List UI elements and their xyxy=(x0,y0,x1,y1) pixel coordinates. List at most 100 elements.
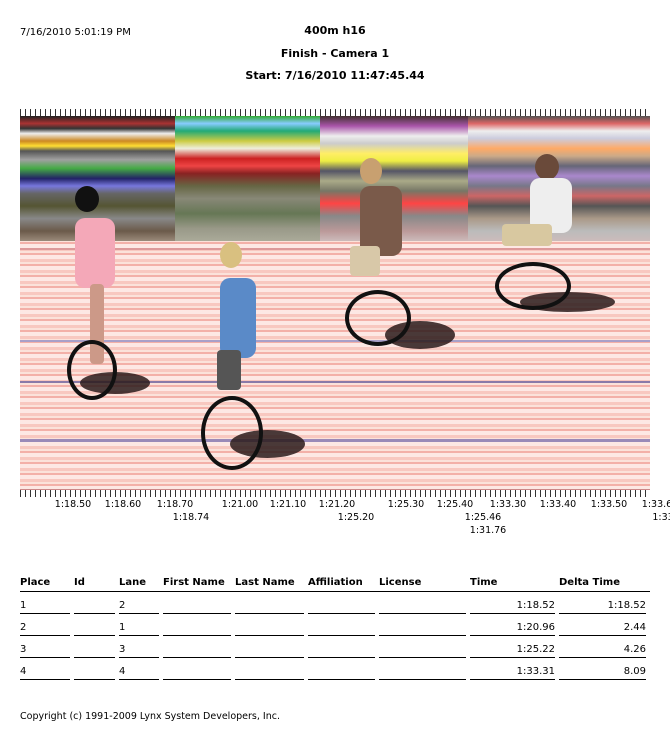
ruler-tick-label: 1:33 xyxy=(652,512,670,523)
cell-id xyxy=(74,614,119,636)
cell-license xyxy=(379,636,470,658)
cell-value xyxy=(163,644,231,658)
cell-value xyxy=(379,644,466,658)
table-row: 2 1 1:20.96 2.44 xyxy=(20,614,650,636)
cell-time: 1:20.96 xyxy=(470,614,559,636)
cell-value: 1:25.22 xyxy=(470,644,555,658)
ruler-tick-label: 1:18.70 xyxy=(156,499,194,510)
rider-lane-3 xyxy=(345,156,455,356)
cell-value xyxy=(379,666,466,680)
copyright: Copyright (c) 1991-2009 Lynx System Deve… xyxy=(20,711,280,722)
cell-value xyxy=(74,600,115,614)
cell-last xyxy=(235,636,308,658)
ruler-tick-label: 1:18.60 xyxy=(104,499,142,510)
print-timestamp: 7/16/2010 5:01:19 PM xyxy=(20,27,131,38)
column-header-lane: Lane xyxy=(119,575,163,592)
cell-value xyxy=(308,666,375,680)
cell-value xyxy=(235,622,304,636)
column-header-affiliation: Affiliation xyxy=(308,575,379,592)
cell-value xyxy=(74,622,115,636)
cell-value: 8.09 xyxy=(559,666,646,680)
column-header-delta-time: Delta Time xyxy=(559,575,650,592)
ruler-tick-label: 1:33.6 xyxy=(641,499,670,510)
cell-first xyxy=(163,636,235,658)
background-band xyxy=(175,116,320,241)
cell-affiliation xyxy=(308,614,379,636)
cell-license xyxy=(379,614,470,636)
cell-value: 1:20.96 xyxy=(470,622,555,636)
cell-value: 1:18.52 xyxy=(559,600,646,614)
cell-value xyxy=(74,666,115,680)
ruler-tick-label: 1:21.20 xyxy=(318,499,356,510)
cell-first xyxy=(163,592,235,614)
cell-value: 1 xyxy=(119,622,159,636)
cell-first xyxy=(163,614,235,636)
column-header-id: Id xyxy=(74,575,119,592)
cell-last xyxy=(235,658,308,680)
ruler-tick-label: 1:25.20 xyxy=(337,512,375,523)
cell-value: 1:33.31 xyxy=(470,666,555,680)
ruler-tick-label: 1:18.74 xyxy=(172,512,210,523)
column-header-time: Time xyxy=(470,575,559,592)
track-line xyxy=(20,381,650,383)
cell-value: 3 xyxy=(20,644,70,658)
cell-value: 1:18.52 xyxy=(470,600,555,614)
cell-id xyxy=(74,658,119,680)
ruler-tick-label: 1:31.76 xyxy=(469,525,507,536)
cell-place: 3 xyxy=(20,636,74,658)
cell-last xyxy=(235,592,308,614)
cell-value xyxy=(74,644,115,658)
cell-value: 4 xyxy=(119,666,159,680)
event-title: 400m h16 xyxy=(304,24,366,37)
cell-value xyxy=(308,622,375,636)
cell-value xyxy=(379,622,466,636)
cell-affiliation xyxy=(308,658,379,680)
cell-lane: 3 xyxy=(119,636,163,658)
cell-value xyxy=(235,600,304,614)
cell-last xyxy=(235,614,308,636)
cell-value: 1 xyxy=(20,600,70,614)
cell-lane: 2 xyxy=(119,592,163,614)
track-line xyxy=(20,248,650,250)
camera-subtitle: Finish - Camera 1 xyxy=(280,47,390,60)
cell-value: 2.44 xyxy=(559,622,646,636)
cell-place: 4 xyxy=(20,658,74,680)
ruler-tick-label: 1:33.40 xyxy=(539,499,577,510)
cell-value: 4 xyxy=(20,666,70,680)
cell-value: 2 xyxy=(119,600,159,614)
cell-place: 2 xyxy=(20,614,74,636)
column-header-license: License xyxy=(379,575,470,592)
cell-delta: 8.09 xyxy=(559,658,650,680)
cell-value xyxy=(379,600,466,614)
time-ruler-top xyxy=(20,109,650,116)
rider-lane-2 xyxy=(195,240,305,480)
rider-lane-4 xyxy=(490,152,620,312)
ruler-tick-label: 1:33.50 xyxy=(590,499,628,510)
cell-value xyxy=(235,666,304,680)
cell-value xyxy=(163,622,231,636)
track-line xyxy=(20,439,650,442)
table-row: 3 3 1:25.22 4.26 xyxy=(20,636,650,658)
cell-value: 2 xyxy=(20,622,70,636)
cell-id xyxy=(74,592,119,614)
cell-lane: 4 xyxy=(119,658,163,680)
cell-time: 1:25.22 xyxy=(470,636,559,658)
cell-value xyxy=(235,644,304,658)
cell-value xyxy=(308,644,375,658)
cell-time: 1:18.52 xyxy=(470,592,559,614)
cell-delta: 1:18.52 xyxy=(559,592,650,614)
cell-license xyxy=(379,658,470,680)
cell-value xyxy=(163,600,231,614)
ruler-tick-label: 1:21.00 xyxy=(221,499,259,510)
column-header-first-name: First Name xyxy=(163,575,235,592)
cell-first xyxy=(163,658,235,680)
photo-finish-image[interactable] xyxy=(20,116,650,489)
column-header-place: Place xyxy=(20,575,74,592)
cell-place: 1 xyxy=(20,592,74,614)
rider-lane-1 xyxy=(35,184,150,414)
cell-id xyxy=(74,636,119,658)
cell-delta: 2.44 xyxy=(559,614,650,636)
ruler-tick-label: 1:25.46 xyxy=(464,512,502,523)
time-ruler-bottom xyxy=(20,489,650,497)
cell-delta: 4.26 xyxy=(559,636,650,658)
